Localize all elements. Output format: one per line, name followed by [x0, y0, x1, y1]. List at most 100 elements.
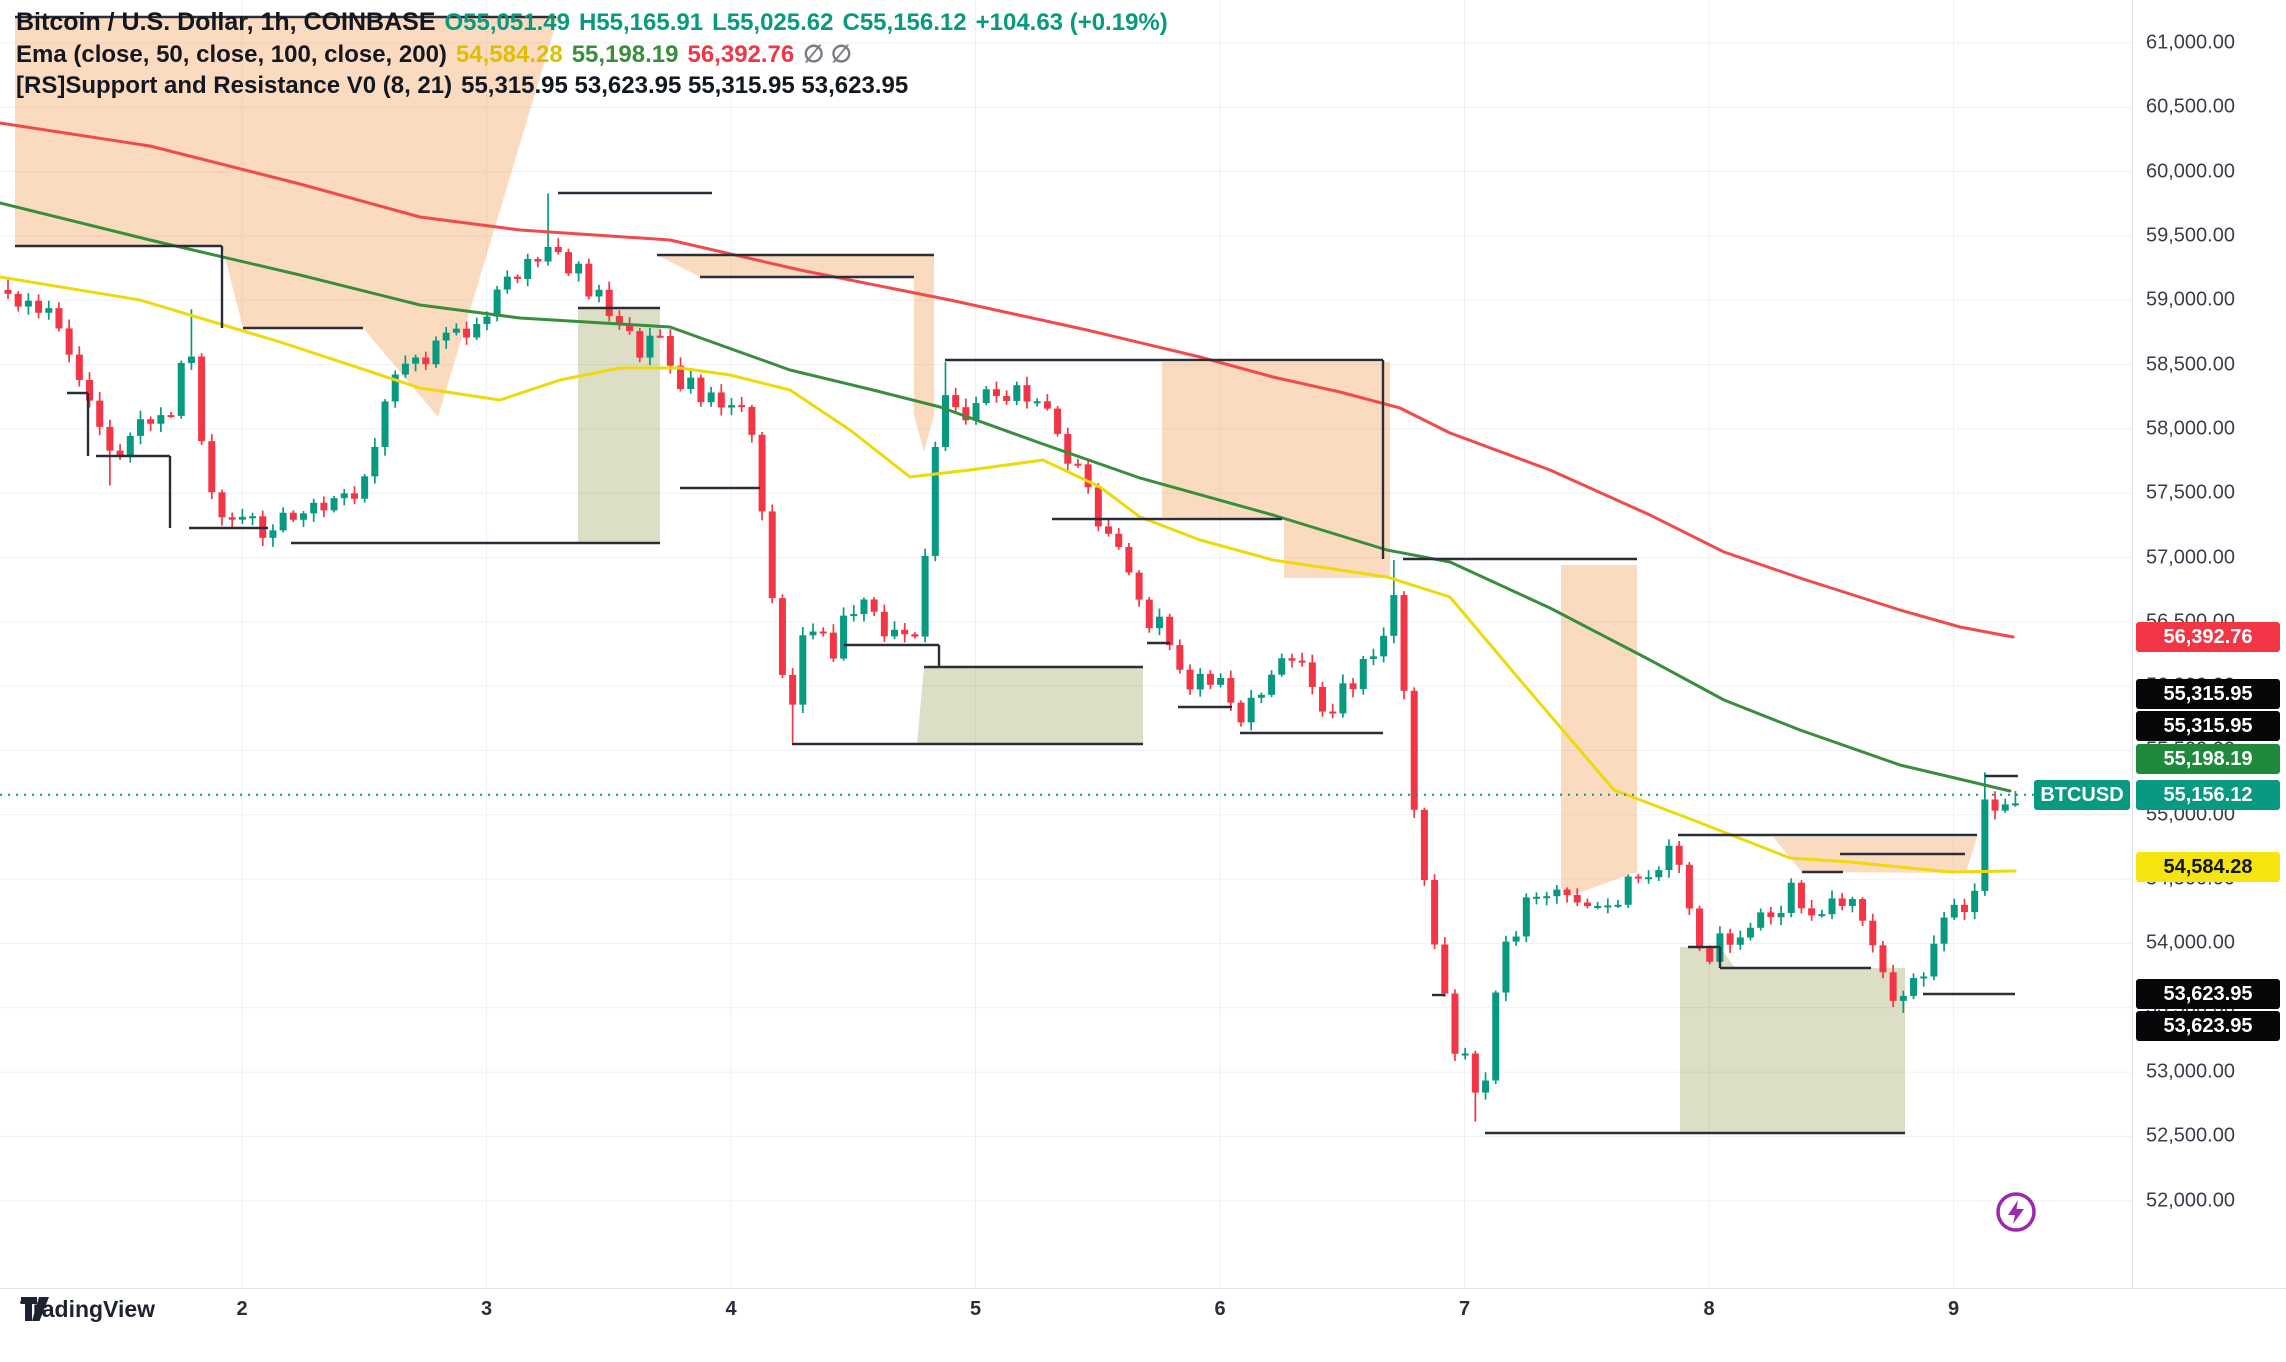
candle-body	[687, 377, 695, 390]
candle-body	[1950, 904, 1958, 918]
candle-body	[65, 328, 73, 355]
ema-empty-slots: ∅ ∅	[803, 41, 852, 68]
candle-body	[1818, 914, 1826, 917]
tradingview-watermark[interactable]: TradingView	[20, 1296, 155, 1323]
candle-body	[208, 441, 216, 493]
time-tick-label: 8	[1703, 1298, 1715, 1320]
candle-body	[4, 289, 12, 294]
candle-body	[799, 635, 807, 705]
candle-body	[615, 316, 623, 325]
candle-body	[1451, 993, 1459, 1054]
candle-body	[1268, 674, 1276, 695]
ohlc-high: H55,165.91	[578, 9, 704, 36]
candle-body	[1634, 876, 1642, 879]
candle-body	[177, 363, 185, 416]
candle-body	[697, 377, 705, 403]
candle-body	[819, 631, 827, 634]
candle-body	[442, 332, 450, 341]
candle-body	[1135, 572, 1143, 600]
candle-body	[1125, 546, 1133, 573]
candle-body	[901, 629, 909, 635]
ema100-price-label: 55,198.19	[2136, 744, 2280, 774]
candle-body	[1940, 917, 1948, 944]
candle-body	[24, 300, 32, 307]
candle-body	[1563, 889, 1571, 895]
candle-body	[1369, 656, 1377, 659]
candle-body	[1094, 487, 1102, 527]
candle-body	[758, 434, 766, 512]
ohlc-close: C55,156.12	[842, 9, 967, 36]
candle-body	[666, 336, 674, 366]
candle-body	[330, 498, 338, 511]
candle-body	[1410, 690, 1418, 810]
candle-body	[778, 598, 786, 675]
candle-body	[422, 357, 430, 365]
candle-body	[401, 363, 409, 375]
candle-body	[55, 308, 63, 329]
candle-body	[534, 258, 542, 262]
time-tick-label: 6	[1214, 1298, 1226, 1320]
candle-body	[2001, 804, 2009, 811]
candle-body	[982, 389, 990, 404]
candle-body	[1573, 894, 1581, 903]
candle-body	[116, 450, 124, 458]
candle-body	[75, 354, 83, 381]
candle-body	[911, 634, 919, 637]
candle-body	[921, 555, 929, 637]
candle-body	[432, 340, 440, 365]
legend-ema-row[interactable]: Ema (close, 50, close, 100, close, 200) …	[16, 40, 1168, 72]
candle-body	[880, 611, 888, 637]
candle-body	[1196, 673, 1204, 690]
candle-body	[605, 289, 613, 317]
price-tick-label: 52,500.00	[2146, 1124, 2235, 1147]
candle-body	[371, 446, 379, 477]
candle-body	[1971, 890, 1979, 913]
candle-body	[1930, 943, 1938, 977]
price-tick-label: 60,000.00	[2146, 160, 2235, 183]
time-tick-label: 7	[1458, 1298, 1471, 1320]
candle-body	[1084, 464, 1092, 488]
candle-body	[575, 263, 583, 274]
ema-settings-label: Ema (close, 50, close, 100, close, 200)	[16, 41, 447, 68]
support-zone-3	[1680, 947, 1905, 1133]
candle-body	[106, 426, 114, 451]
candle-body	[249, 516, 257, 519]
candle-body	[1879, 945, 1887, 973]
candle-body	[829, 632, 837, 659]
candle-body	[1614, 904, 1622, 907]
candle-body	[1186, 669, 1194, 690]
candle-body	[514, 276, 521, 279]
candle-body	[1431, 880, 1439, 945]
candle-body	[1899, 995, 1907, 1001]
legend-symbol-row[interactable]: Bitcoin / U.S. Dollar, 1h, COINBASE O55,…	[16, 8, 1168, 40]
candle-body	[585, 263, 593, 297]
candle-body	[962, 407, 970, 421]
candle-body	[1767, 912, 1775, 918]
candle-body	[626, 324, 634, 332]
candle-body	[1533, 896, 1540, 899]
candle-body	[218, 492, 226, 518]
candle-body	[1074, 463, 1082, 466]
candle-body	[707, 392, 715, 403]
quick-trade-lightning-button[interactable]	[1994, 1190, 2038, 1234]
candle-body	[1227, 677, 1235, 703]
candle-body	[412, 357, 420, 364]
price-tick-label: 54,000.00	[2146, 931, 2235, 954]
legend-rs-row[interactable]: [RS]Support and Resistance V0 (8, 21) 55…	[16, 72, 1168, 104]
rs-indicator-label: [RS]Support and Resistance V0 (8, 21)	[16, 72, 453, 99]
candle-body	[1685, 864, 1693, 909]
candle-body	[1522, 897, 1530, 937]
resistance-zone-1	[15, 17, 558, 417]
candle-body	[1553, 889, 1561, 897]
candle-body	[167, 415, 175, 418]
candle-body	[1910, 978, 1918, 996]
candle-body	[1278, 658, 1286, 675]
candle-body	[147, 419, 155, 424]
candle-body	[1166, 616, 1174, 646]
candle-body	[1380, 635, 1388, 657]
candle-body	[1064, 433, 1072, 464]
candle-body	[1655, 870, 1663, 878]
candle-body	[1838, 898, 1846, 906]
candle-body	[126, 435, 134, 458]
